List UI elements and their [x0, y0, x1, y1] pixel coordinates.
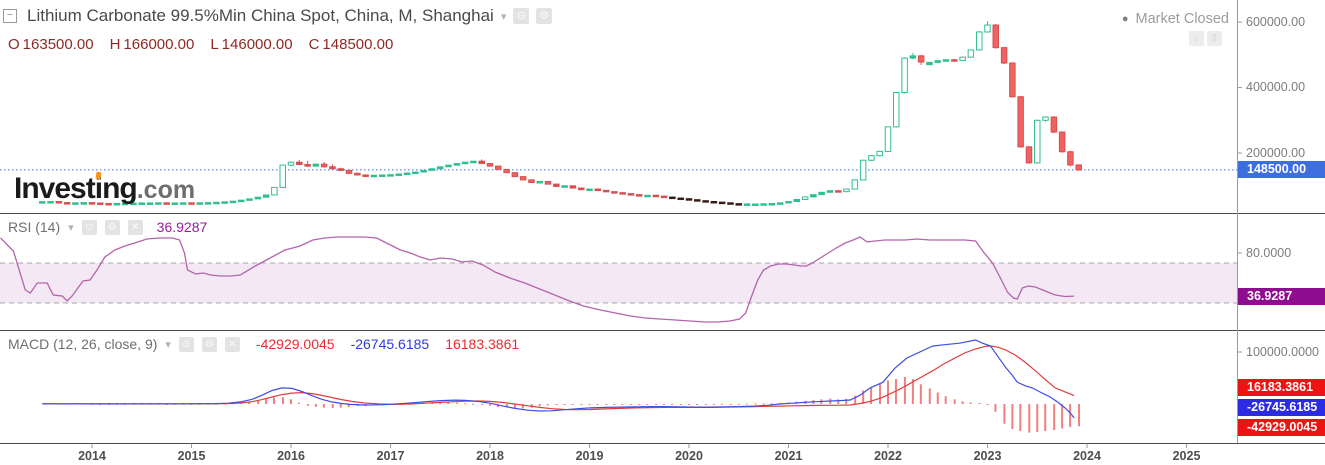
- macd-values: -42929.0045 -26745.6185 16183.3861: [256, 336, 519, 352]
- axis-tick-label: 600000.00: [1246, 14, 1306, 29]
- instrument-title[interactable]: Lithium Carbonate 99.5%Min China Spot, C…: [27, 6, 494, 25]
- low-label: L: [210, 36, 219, 53]
- close-value: C 148500.00: [309, 36, 394, 53]
- candles-layer: [39, 21, 1082, 207]
- axis-buttons: ↓ ⇕: [1189, 31, 1222, 46]
- scroll-to-latest-icon[interactable]: ↓: [1189, 31, 1204, 46]
- market-status: ● Market Closed: [1122, 11, 1229, 27]
- indicator-visibility-icon[interactable]: ⊙: [513, 8, 530, 24]
- low-value: L 146000.00: [210, 36, 292, 53]
- year-label: 2022: [874, 449, 902, 463]
- axes-layer: [0, 0, 1325, 448]
- year-label: 2017: [376, 449, 405, 463]
- macd-signal-value: 16183.3861: [445, 336, 520, 352]
- chevron-down-icon[interactable]: ▾: [165, 338, 171, 351]
- market-status-label: Market Closed: [1135, 11, 1229, 27]
- year-label: 2020: [675, 449, 703, 463]
- macd-close-icon[interactable]: ✕: [224, 336, 240, 352]
- macd-signal-line: [42, 345, 1075, 411]
- macd-visibility-icon[interactable]: ⊙: [178, 336, 194, 352]
- chevron-down-icon[interactable]: ▾: [68, 221, 74, 234]
- logo-text: Invest: [14, 172, 96, 205]
- rsi-title[interactable]: RSI (14): [8, 219, 61, 235]
- logo-text-2: ng: [102, 172, 138, 205]
- year-label: 2023: [973, 449, 1002, 463]
- rsi-value-badge: 36.9287: [1238, 288, 1325, 305]
- rsi-header: RSI (14) ▾ ⊙ ⚙ ✕ 36.9287: [8, 219, 207, 235]
- year-label: 2024: [1073, 449, 1101, 463]
- rsi-band: [0, 262, 1237, 304]
- axis-tick-label: 80.0000: [1246, 245, 1292, 260]
- high-value: H 166000.00: [110, 36, 195, 53]
- axis-tick-label: 200000.00: [1246, 145, 1306, 160]
- year-label: 2025: [1172, 449, 1201, 463]
- rsi-value: 36.9287: [156, 219, 208, 235]
- macd-line: [42, 339, 1075, 419]
- year-label: 2016: [277, 449, 305, 463]
- open-label: O: [8, 36, 20, 53]
- macd-line-badge: -26745.6185: [1238, 399, 1325, 416]
- open-number: 163500.00: [22, 36, 94, 53]
- chevron-down-icon[interactable]: ▾: [500, 10, 507, 23]
- year-label: 2014: [78, 449, 106, 463]
- ohlc-readout: O 163500.00 H 166000.00 L 146000.00 C 14…: [8, 36, 393, 53]
- investing-logo: Investing.com: [14, 172, 195, 206]
- rsi-line: [0, 236, 1075, 323]
- rsi-visibility-icon[interactable]: ⊙: [81, 219, 97, 235]
- autoscale-icon[interactable]: ⇕: [1207, 31, 1222, 46]
- status-dot-icon: ●: [1121, 13, 1129, 25]
- low-number: 146000.00: [221, 36, 293, 53]
- year-label: 2019: [575, 449, 604, 463]
- macd-line-value: -26745.6185: [350, 336, 430, 352]
- high-number: 166000.00: [123, 36, 195, 53]
- logo-tld: .com: [136, 176, 196, 204]
- macd-gear-icon[interactable]: ⚙: [201, 336, 217, 352]
- gear-icon[interactable]: ⚙: [536, 8, 553, 24]
- collapse-panel-icon[interactable]: −: [3, 9, 17, 23]
- instrument-header: Lithium Carbonate 99.5%Min China Spot, C…: [27, 6, 553, 26]
- last-price-badge: 148500.00: [1238, 161, 1325, 178]
- open-value: O 163500.00: [8, 36, 94, 53]
- close-number: 148500.00: [322, 36, 394, 53]
- axis-tick-label: 100000.0000: [1246, 344, 1319, 359]
- macd-histogram: [91, 376, 1081, 433]
- axis-tick-label: 400000.00: [1246, 80, 1306, 95]
- year-label: 2021: [774, 449, 803, 463]
- macd-header: MACD (12, 26, close, 9) ▾ ⊙ ⚙ ✕ -42929.0…: [8, 336, 519, 352]
- rsi-gear-icon[interactable]: ⚙: [104, 219, 120, 235]
- macd-signal-badge: 16183.3861: [1238, 379, 1325, 396]
- macd-histogram-badge: -42929.0045: [1238, 419, 1325, 436]
- year-label: 2018: [476, 449, 504, 463]
- close-label: C: [308, 36, 320, 53]
- high-label: H: [109, 36, 121, 53]
- rsi-close-icon[interactable]: ✕: [127, 219, 143, 235]
- macd-title[interactable]: MACD (12, 26, close, 9): [8, 336, 158, 352]
- year-label: 2015: [177, 449, 206, 463]
- macd-histogram-value: -42929.0045: [255, 336, 335, 352]
- logo-orange-accent-icon: i: [94, 172, 103, 205]
